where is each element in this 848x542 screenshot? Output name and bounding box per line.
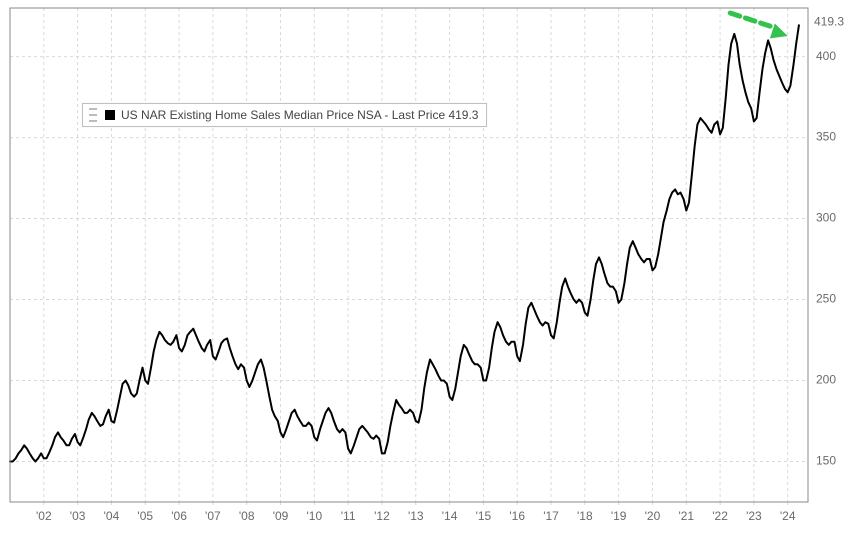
svg-text:419.3: 419.3 bbox=[814, 14, 844, 28]
svg-text:'14: '14 bbox=[442, 509, 458, 523]
grid bbox=[10, 8, 808, 507]
svg-text:'22: '22 bbox=[712, 509, 728, 523]
svg-text:300: 300 bbox=[816, 211, 836, 225]
svg-text:200: 200 bbox=[816, 373, 836, 387]
x-axis-labels: '02 '03 '04 '05 '06 '07 '08 '09 '10 '11 '12 '13 '14 '… bbox=[36, 509, 796, 523]
svg-text:'04: '04 bbox=[104, 509, 120, 523]
plot-border bbox=[10, 8, 808, 502]
svg-text:'17: '17 bbox=[543, 509, 559, 523]
svg-text:350: 350 bbox=[816, 130, 836, 144]
chart-container: '02 '03 '04 '05 '06 '07 '08 '09 '10 '11 '12 '13 '14 '… bbox=[0, 0, 848, 542]
end-label: 419.3 bbox=[814, 14, 844, 28]
series-line bbox=[10, 25, 799, 461]
svg-text:400: 400 bbox=[816, 49, 836, 63]
svg-text:'10: '10 bbox=[307, 509, 323, 523]
svg-text:250: 250 bbox=[816, 292, 836, 306]
svg-text:'07: '07 bbox=[205, 509, 221, 523]
price-chart: '02 '03 '04 '05 '06 '07 '08 '09 '10 '11 '12 '13 '14 '… bbox=[0, 0, 848, 542]
svg-text:'21: '21 bbox=[678, 509, 694, 523]
svg-text:'16: '16 bbox=[509, 509, 525, 523]
svg-text:'02: '02 bbox=[36, 509, 52, 523]
y-axis-labels: 150 200 250 300 350 400 bbox=[816, 49, 836, 468]
legend: US NAR Existing Home Sales Median Price … bbox=[82, 103, 487, 127]
svg-text:'06: '06 bbox=[171, 509, 187, 523]
legend-swatch bbox=[105, 110, 115, 120]
svg-text:'19: '19 bbox=[611, 509, 627, 523]
svg-text:'23: '23 bbox=[746, 509, 762, 523]
svg-text:'11: '11 bbox=[341, 509, 356, 523]
svg-text:'20: '20 bbox=[645, 509, 661, 523]
svg-text:'18: '18 bbox=[577, 509, 593, 523]
svg-text:'15: '15 bbox=[476, 509, 492, 523]
svg-text:'03: '03 bbox=[70, 509, 86, 523]
svg-text:'05: '05 bbox=[137, 509, 153, 523]
svg-text:'12: '12 bbox=[374, 509, 390, 523]
svg-text:'09: '09 bbox=[273, 509, 289, 523]
svg-text:'24: '24 bbox=[780, 509, 796, 523]
svg-text:'08: '08 bbox=[239, 509, 255, 523]
annotation-arrow bbox=[730, 13, 787, 38]
svg-text:'13: '13 bbox=[408, 509, 424, 523]
legend-text: US NAR Existing Home Sales Median Price … bbox=[121, 108, 478, 122]
legend-drag-icon bbox=[89, 108, 97, 122]
svg-text:150: 150 bbox=[816, 454, 836, 468]
